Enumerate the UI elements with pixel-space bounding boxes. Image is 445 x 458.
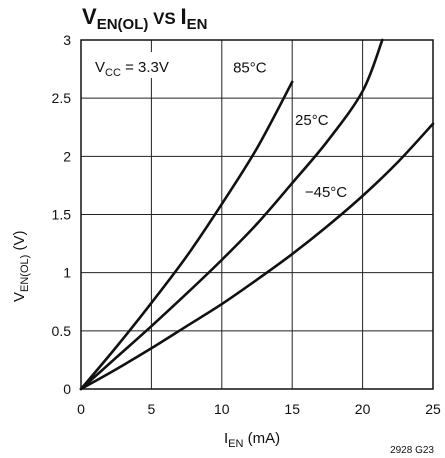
ylabel-sub: EN(OL) [19,255,31,292]
series-label-bg [302,183,350,203]
y-tick-labels: 0 0.5 1 1.5 2 2.5 3 [52,32,72,397]
xlabel-main: I [224,430,228,447]
x-tick-label: 20 [355,401,371,417]
x-tick-label: 0 [77,401,85,417]
vcc-v: V [95,59,105,76]
title-vs: VS [148,9,180,28]
y-tick-label: 3 [63,32,71,48]
x-tick-label: 25 [425,401,441,417]
grid [80,39,434,390]
y-tick-label: 1 [63,265,71,281]
ylabel-main: V [11,292,28,302]
ylabel-unit: (V) [11,231,28,255]
series-label-group: −45°C [302,183,350,203]
series-line [79,80,294,391]
chart-title: VEN(OL) VS IEN [82,4,207,33]
series-labels: 85°C 25°C −45°C [231,58,350,203]
xlabel-unit: (mA) [243,430,280,447]
title-i-sub: EN [187,16,208,33]
series-line [79,122,435,391]
x-tick-label: 10 [214,401,230,417]
xlabel-sub: EN [228,438,243,450]
y-tick-label: 2.5 [52,90,72,106]
series-label: 85°C [233,60,267,77]
x-tick-labels: 0 5 10 15 20 25 [77,401,441,417]
curves [79,38,435,391]
series-label-bg [293,110,331,130]
x-axis-label: IEN (mA) [224,430,280,450]
x-tick-label: 5 [148,401,156,417]
series-label: 25°C [295,112,329,129]
title-v: V [82,4,97,29]
y-tick-label: 0.5 [52,323,72,339]
plot-frame [80,39,434,390]
vcc-sub: CC [105,67,121,79]
y-axis-label: VEN(OL) (V) [11,231,31,302]
title-i: I [180,4,186,29]
vcc-annotation: VCC = 3.3V [95,59,169,79]
series-label-group: 85°C [231,58,269,78]
title-v-sub: EN(OL) [97,16,149,33]
y-tick-label: 2 [63,148,71,164]
series-label-bg [231,58,269,78]
vcc-annotation-box: VCC = 3.3V [86,52,170,79]
vcc-rest: = 3.3V [121,59,169,76]
series-label: −45°C [305,184,347,201]
x-tick-label: 15 [284,401,300,417]
series-label-group: 25°C [293,110,331,130]
y-tick-label: 0 [63,381,71,397]
figure-code: 2928 G23 [390,445,434,456]
y-tick-label: 1.5 [52,207,72,223]
series-line [79,38,384,391]
